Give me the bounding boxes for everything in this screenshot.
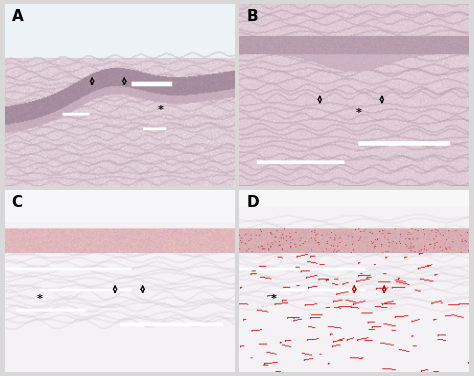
Text: *: * <box>158 105 164 115</box>
Text: *: * <box>36 294 42 304</box>
Text: *: * <box>356 108 362 118</box>
Text: A: A <box>12 9 23 24</box>
Text: D: D <box>246 196 259 210</box>
Text: *: * <box>271 294 277 304</box>
Text: C: C <box>12 196 23 210</box>
Text: B: B <box>246 9 258 24</box>
